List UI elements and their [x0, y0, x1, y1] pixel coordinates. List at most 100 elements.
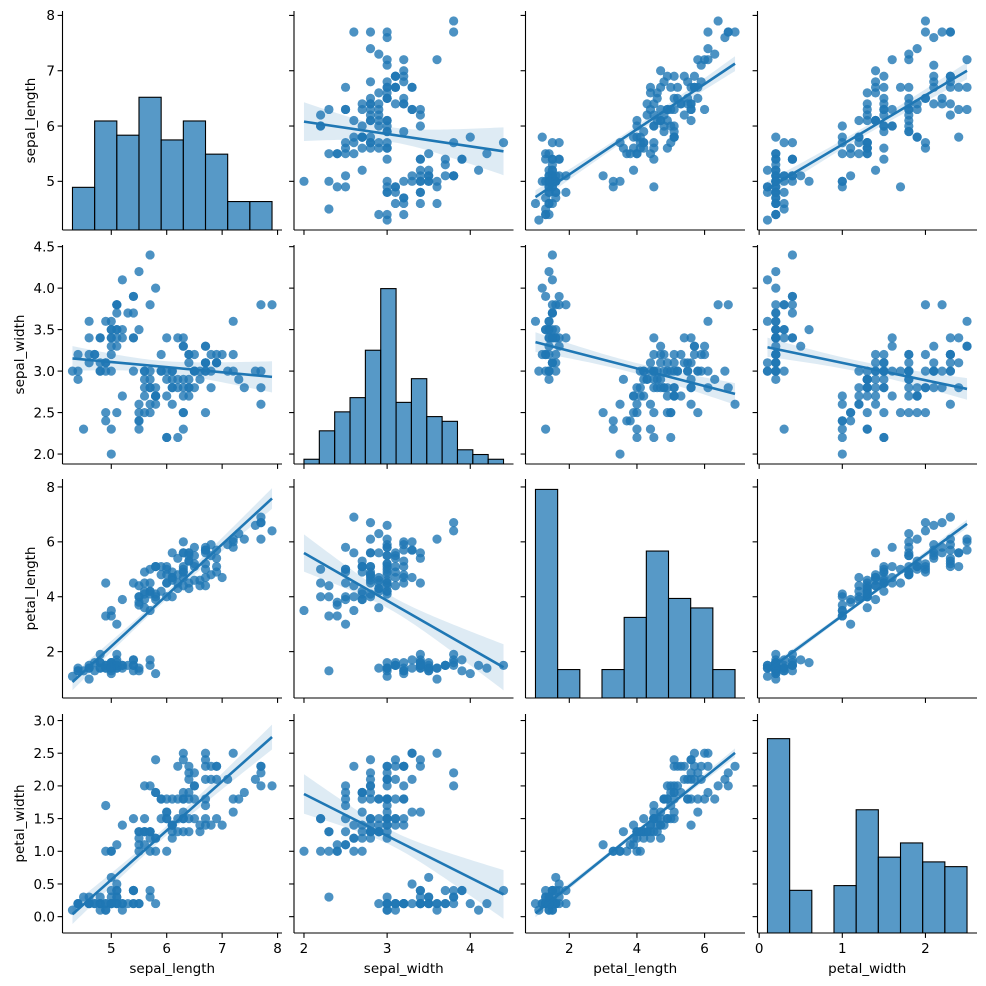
scatter-point	[117, 905, 127, 915]
scatter-point	[547, 250, 557, 260]
scatter-point	[424, 898, 434, 909]
scatter-point	[659, 121, 669, 131]
scatter-point	[645, 358, 656, 368]
scatter-point	[771, 349, 781, 360]
scatter-point	[134, 833, 144, 843]
scatter-point	[382, 209, 392, 220]
scatter-point	[365, 570, 376, 580]
scatter-point	[234, 374, 244, 384]
scatter-point	[659, 349, 669, 360]
scatter-point	[407, 655, 417, 665]
scatter-point	[920, 16, 931, 26]
scatter-point	[703, 27, 713, 37]
y-tick-label: 0.0	[34, 909, 55, 925]
regression-line	[303, 792, 505, 896]
histogram-bar	[395, 401, 412, 464]
scatter-point	[374, 663, 384, 673]
scatter-point	[399, 578, 409, 588]
scatter-point	[382, 761, 392, 771]
histogram-bar	[645, 550, 670, 698]
scatter-point	[547, 138, 557, 148]
scatter-point	[440, 660, 450, 670]
scatter-point	[649, 383, 659, 393]
scatter-point	[256, 781, 266, 791]
scatter-point	[316, 592, 326, 602]
scatter-point	[382, 663, 392, 673]
histogram-bar	[204, 153, 229, 230]
panel-sepal_width-vs-sepal_width	[289, 245, 514, 469]
scatter-point	[699, 55, 710, 65]
scatter-point	[645, 424, 656, 434]
scatter-point	[530, 316, 541, 326]
scatter-point	[954, 132, 964, 142]
scatter-point	[870, 594, 881, 605]
scatter-point	[357, 846, 367, 856]
scatter-point	[357, 794, 367, 804]
scatter-point	[904, 391, 914, 401]
scatter-point	[449, 518, 459, 528]
scatter-point	[432, 534, 442, 544]
scatter-point	[382, 154, 392, 164]
scatter-point	[676, 391, 686, 401]
scatter-point	[324, 149, 334, 159]
scatter-point	[151, 668, 161, 679]
scatter-point	[762, 671, 773, 681]
y-tick-label: 3.5	[34, 322, 55, 338]
scatter-point	[537, 132, 547, 142]
scatter-point	[340, 149, 351, 159]
scatter-point	[551, 349, 561, 360]
scatter-point	[693, 807, 703, 817]
scatter-point	[324, 827, 334, 837]
scatter-point	[357, 827, 367, 837]
scatter-point	[365, 833, 376, 843]
scatter-point	[101, 800, 111, 811]
scatter-point	[184, 774, 194, 784]
scatter-point	[686, 383, 696, 393]
scatter-point	[449, 885, 459, 896]
scatter-point	[211, 553, 222, 563]
scatter-point	[424, 176, 434, 186]
scatter-point	[228, 794, 238, 804]
scatter-point	[945, 99, 955, 109]
scatter-point	[332, 600, 342, 610]
scatter-point	[544, 349, 554, 360]
scatter-point	[920, 27, 931, 37]
scatter-point	[162, 807, 172, 817]
scatter-point	[662, 143, 672, 153]
scatter-point	[662, 391, 672, 401]
scatter-point	[211, 774, 222, 784]
scatter-point	[173, 761, 183, 771]
scatter-point	[145, 655, 155, 665]
scatter-point	[676, 349, 686, 360]
histogram-bar	[789, 889, 813, 933]
scatter-point	[399, 570, 409, 580]
scatter-point	[139, 781, 150, 791]
scatter-point	[656, 833, 666, 843]
scatter-point	[340, 840, 351, 850]
scatter-point	[683, 366, 693, 376]
scatter-point	[382, 570, 392, 580]
scatter-point	[374, 548, 384, 558]
scatter-point	[390, 820, 401, 830]
histogram-bar	[71, 186, 96, 230]
scatter-point	[762, 165, 773, 175]
scatter-point	[382, 586, 392, 596]
scatter-point	[796, 341, 806, 351]
scatter-point	[167, 399, 177, 409]
scatter-point	[189, 781, 200, 791]
scatter-point	[365, 518, 376, 528]
scatter-point	[432, 905, 442, 915]
scatter-point	[912, 104, 922, 115]
histogram-bar	[303, 458, 320, 464]
scatter-point	[854, 115, 864, 126]
scatter-point	[399, 176, 409, 186]
histogram-bar	[182, 120, 207, 230]
scatter-point	[106, 898, 116, 909]
histogram-bar	[534, 488, 559, 698]
scatter-point	[432, 674, 442, 684]
scatter-point	[618, 827, 629, 837]
scatter-point	[84, 674, 94, 684]
scatter-point	[686, 333, 696, 343]
scatter-point	[662, 358, 672, 368]
scatter-point	[879, 383, 889, 393]
